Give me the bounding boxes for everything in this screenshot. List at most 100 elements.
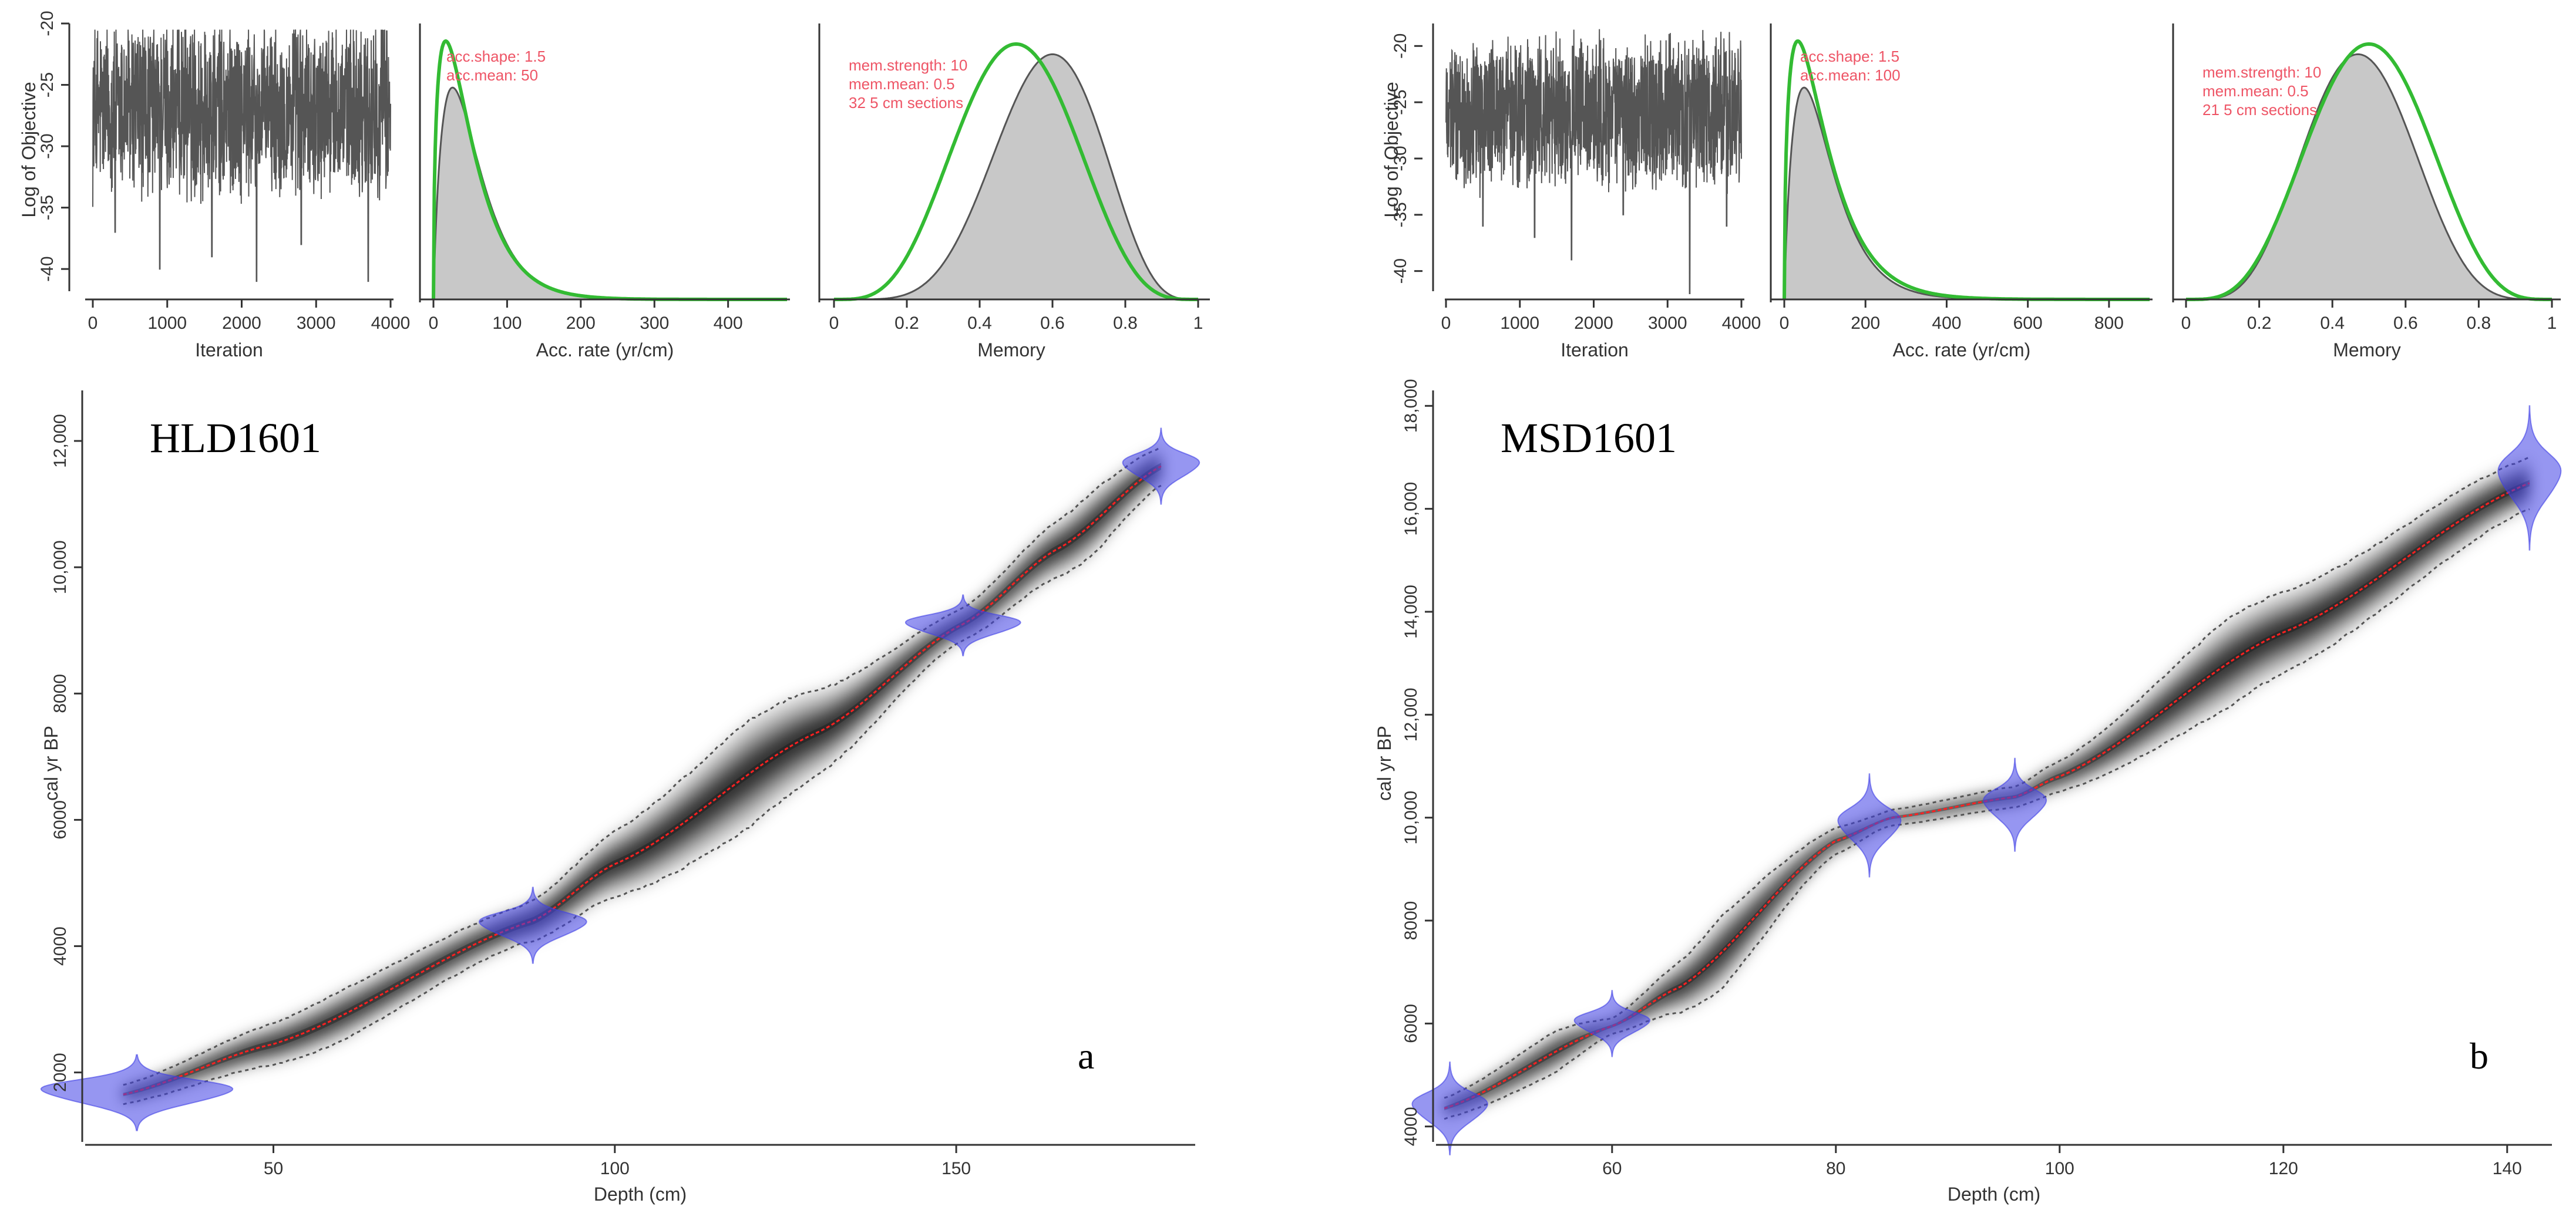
age-depth-plot-b: 60 80 100 120 140 4000 6000 8000 10,000 12,000 14… xyxy=(1374,379,2562,1205)
age-depth-y-label-b: cal yr BP xyxy=(1374,726,1395,801)
iteration-x-label-b: Iteration xyxy=(1561,339,1629,360)
acc-rate-plot-b: 0 200 400 600 800 Acc. rate (yr/cm) acc.shap… xyxy=(1770,23,2153,360)
panel-b: 0 1000 2000 3000 4000 -40-35-30-25-20 Iterat… xyxy=(1374,23,2562,1205)
iteration-y-b-tick-label-2: -30 xyxy=(1391,146,1410,171)
age-depth-probability-cloud-a xyxy=(123,447,1161,1104)
acc-rate-x-a-tick-label-0: 0 xyxy=(429,314,439,333)
calibrated-date-a-0 xyxy=(40,1054,234,1131)
iteration-x-b-tick-label-2: 2000 xyxy=(1574,314,1613,333)
memory-posterior-b xyxy=(2186,53,2552,301)
age-depth-y-a-tick-label-5: 12,000 xyxy=(51,414,70,468)
memory-annotation-line1-a: mem.strength: 10 xyxy=(849,56,967,74)
age-depth-x-a-tick-label-1: 100 xyxy=(600,1159,630,1178)
age-depth-y-a-tick-label-0: 2000 xyxy=(51,1053,70,1092)
calibrated-date-a-2 xyxy=(904,594,1021,656)
age-depth-y-ticks-a: 2000 4000 6000 8000 10,000 12,000 xyxy=(51,414,82,1092)
memory-x-a-tick-label-0: 0 xyxy=(829,314,839,333)
acc-rate-x-label-a: Acc. rate (yr/cm) xyxy=(536,339,674,360)
memory-annotation-line3-b: 21 5 cm sections xyxy=(2202,101,2317,119)
calibrated-date-b-4 xyxy=(2497,405,2562,551)
acc-rate-x-ticks-b: 0 200 400 600 800 xyxy=(1780,299,2124,333)
age-depth-y-a-tick-label-3: 8000 xyxy=(51,674,70,713)
iteration-x-a-tick-label-1: 1000 xyxy=(147,314,187,333)
iteration-y-ticks-a: -40 -35 -30 -25 -20 xyxy=(38,11,69,282)
age-depth-x-b-tick-label-3: 120 xyxy=(2269,1159,2298,1178)
age-depth-x-b-tick-label-4: 140 xyxy=(2493,1159,2522,1178)
calibrated-date-a-3 xyxy=(1122,427,1200,505)
calibrated-date-b-3 xyxy=(1983,757,2047,852)
age-depth-x-label-a: Depth (cm) xyxy=(594,1184,687,1205)
log-objective-trace-a xyxy=(92,29,391,282)
iteration-x-b-tick-label-1: 1000 xyxy=(1500,314,1539,333)
age-depth-y-b-tick-label-7: 18,000 xyxy=(1401,379,1421,433)
age-depth-probability-cloud-b xyxy=(1444,457,2530,1119)
age-depth-y-a-tick-label-1: 4000 xyxy=(51,926,70,966)
iteration-y-b-tick-label-1: -35 xyxy=(1391,202,1410,227)
acc-rate-x-a-tick-label-2: 200 xyxy=(566,314,596,333)
age-depth-y-a-tick-label-4: 10,000 xyxy=(51,540,70,594)
iteration-y-a-tick-label-3: -25 xyxy=(38,72,57,97)
calibrated-dates-a xyxy=(40,427,1200,1131)
age-depth-y-b-tick-label-2: 8000 xyxy=(1401,901,1421,941)
iteration-x-b-tick-label-3: 3000 xyxy=(1648,314,1687,333)
age-depth-y-a-tick-label-2: 6000 xyxy=(51,800,70,840)
iteration-x-a-tick-label-4: 4000 xyxy=(371,314,411,333)
memory-prior-b xyxy=(2186,42,2552,301)
iteration-x-a-tick-label-0: 0 xyxy=(88,314,98,333)
iteration-plot-a: 0 1000 2000 3000 4000 -40 -35 -30 -25 -20 Iterat… xyxy=(18,11,410,360)
memory-x-b-tick-label-1: 0.2 xyxy=(2247,314,2272,333)
memory-x-b-tick-label-3: 0.6 xyxy=(2393,314,2418,333)
age-depth-x-ticks-b: 60 80 100 120 140 xyxy=(1602,1145,2522,1178)
iteration-x-a-tick-label-3: 3000 xyxy=(297,314,336,333)
memory-x-b-tick-label-5: 1 xyxy=(2547,314,2557,333)
iteration-y-b-tick-label-3: -25 xyxy=(1391,89,1410,114)
age-depth-y-b-tick-label-3: 10,000 xyxy=(1401,791,1421,845)
memory-x-ticks-a: 0 0.2 0.4 0.6 0.8 1 xyxy=(829,299,1203,333)
acc-rate-x-b-tick-label-2: 400 xyxy=(1932,314,1961,333)
age-depth-y-b-tick-label-6: 16,000 xyxy=(1401,482,1421,536)
cloud-layer-a-2 xyxy=(123,457,1161,1099)
memory-prior-a xyxy=(834,42,1198,301)
age-depth-y-b-tick-label-0: 4000 xyxy=(1401,1107,1421,1146)
acc-rate-x-b-tick-label-1: 200 xyxy=(1851,314,1880,333)
acc-rate-annotation-line1-a: acc.shape: 1.5 xyxy=(446,48,546,65)
memory-x-b-tick-label-2: 0.4 xyxy=(2320,314,2345,333)
iteration-y-a-tick-label-1: -35 xyxy=(38,195,57,220)
calibrated-dates-b xyxy=(1411,405,2562,1155)
iteration-y-a-tick-label-2: -30 xyxy=(38,133,57,159)
age-depth-x-a-tick-label-2: 150 xyxy=(941,1159,971,1178)
panel-a: 0 1000 2000 3000 4000 -40-35-30-25-20 Iterat… xyxy=(18,11,1210,1205)
age-depth-y-b-tick-label-4: 12,000 xyxy=(1401,687,1421,742)
age-depth-plot-a: 50 100 150 2000 4000 6000 8000 10,000 12,000 De… xyxy=(40,390,1200,1205)
age-depth-x-a-tick-label-0: 50 xyxy=(264,1159,283,1178)
memory-x-a-tick-label-5: 1 xyxy=(1193,314,1203,333)
calibrated-date-b-0 xyxy=(1411,1061,1488,1155)
iteration-x-ticks-a: 0 1000 2000 3000 4000 xyxy=(88,299,411,333)
memory-x-a-tick-label-2: 0.4 xyxy=(967,314,992,333)
iteration-x-b-tick-label-0: 0 xyxy=(1441,314,1451,333)
iteration-y-label-b: Log of Objective xyxy=(1381,82,1402,217)
memory-x-a-tick-label-4: 0.8 xyxy=(1113,314,1138,333)
acc-rate-plot-a: 0 100 200 300 400 Acc. rate (yr/cm) acc.shap… xyxy=(419,23,790,360)
age-depth-x-ticks-a: 50 100 150 xyxy=(264,1145,971,1178)
memory-annotation-line3-a: 32 5 cm sections xyxy=(849,94,963,112)
iteration-y-a-tick-label-4: -20 xyxy=(38,11,57,36)
cloud-layer-a-3 xyxy=(123,461,1161,1097)
memory-annotation-line2-a: mem.mean: 0.5 xyxy=(849,75,955,93)
calibrated-date-b-1 xyxy=(1573,990,1651,1057)
calibrated-date-a-1 xyxy=(478,887,587,964)
memory-x-b-tick-label-4: 0.8 xyxy=(2467,314,2491,333)
iteration-x-label-a: Iteration xyxy=(195,339,263,360)
acc-rate-x-ticks-a: 0 100 200 300 400 xyxy=(429,299,743,333)
acc-rate-x-b-tick-label-0: 0 xyxy=(1780,314,1790,333)
acc-rate-x-b-tick-label-3: 600 xyxy=(2013,314,2043,333)
cloud-layer-a-0 xyxy=(123,447,1161,1104)
iteration-x-ticks-b: 0 1000 2000 3000 4000 xyxy=(1441,299,1761,333)
age-depth-y-b-tick-label-5: 14,000 xyxy=(1401,585,1421,639)
core-band-a xyxy=(123,463,1161,1097)
age-depth-x-b-tick-label-1: 80 xyxy=(1826,1159,1845,1178)
acc-rate-x-a-tick-label-4: 400 xyxy=(714,314,743,333)
iteration-y-ticks-b: -40 -35 -30 -25 -20 xyxy=(1391,33,1422,284)
memory-annotation-line1-b: mem.strength: 10 xyxy=(2202,63,2321,81)
